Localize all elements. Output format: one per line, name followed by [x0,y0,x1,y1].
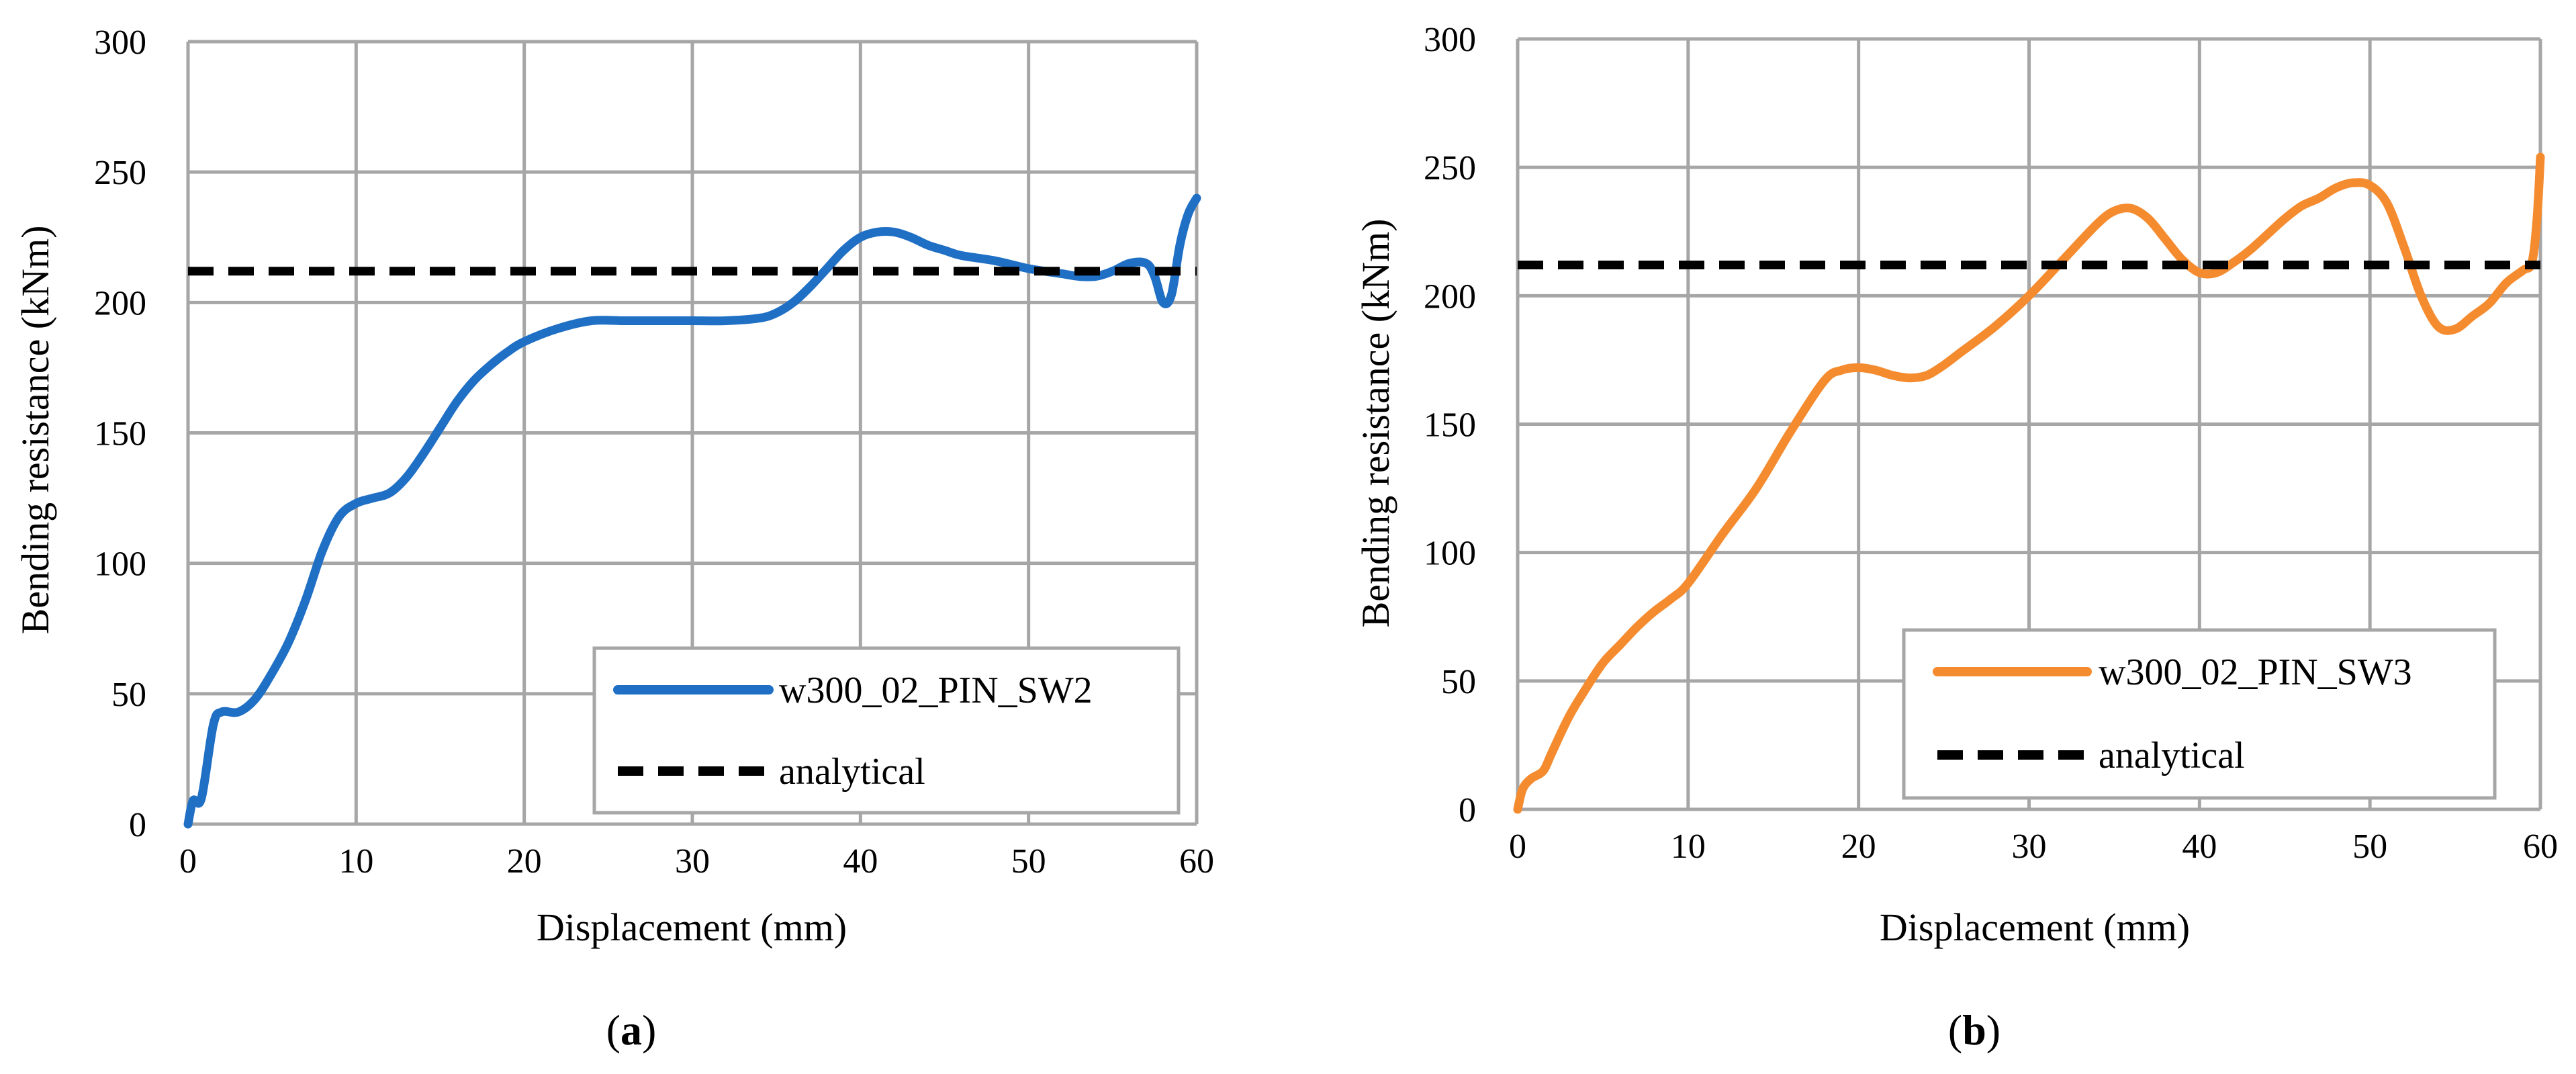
x-ticks-a: 0 10 20 30 40 50 60 [179,842,1214,881]
x-tick-label-b-4: 40 [2182,827,2217,866]
panel-caption-b: (b) [1948,1006,2000,1054]
panel-caption-a: (a) [606,1006,657,1054]
x-tick-label-b-3: 30 [2012,827,2047,866]
series-line-b-0 [1513,152,2545,814]
y-ticks-a: 0 50 100 150 200 250 300 [94,24,146,844]
x-tick-label-b-2: 20 [1841,827,1876,866]
y-ticks-b: 0 50 100 150 200 250 300 [1424,21,1476,830]
panel-caption-a-letter: a [620,1006,642,1054]
x-tick-label-b-0: 0 [1509,827,1526,866]
x-tick-label-a-6: 60 [1179,842,1214,881]
x-tick-label-a-0: 0 [179,842,197,881]
y-tick-label-b-2: 100 [1424,535,1476,573]
y-tick-label-a-6: 300 [94,24,146,62]
y-axis-label-b: Bending resistance (kNm) [1354,219,1397,628]
y-tick-label-b-6: 300 [1424,21,1476,59]
y-axis-label-a: Bending resistance (kNm) [13,226,57,635]
series-group-a [183,193,1201,829]
y-tick-label-a-5: 250 [94,154,146,192]
series-line-a-0 [183,193,1201,829]
y-tick-label-a-1: 50 [111,676,146,714]
panel-a: 0 10 20 30 40 50 60 0 50 100 150 200 250 300 Displac… [13,24,1214,1054]
y-tick-label-b-5: 250 [1424,149,1476,187]
x-ticks-b: 0 10 20 30 40 50 60 [1509,827,2558,866]
legend-box-b [1902,628,2497,800]
y-tick-label-a-2: 100 [94,545,146,584]
legend-label-a-0: w300_02_PIN_SW2 [779,670,1093,711]
x-tick-label-b-5: 50 [2352,827,2387,866]
x-tick-label-b-1: 10 [1671,827,1706,866]
x-tick-label-b-6: 60 [2523,827,2558,866]
y-tick-label-b-1: 50 [1441,663,1476,701]
legend-label-b-0: w300_02_PIN_SW3 [2099,652,2412,693]
y-tick-label-b-0: 0 [1459,791,1476,830]
y-tick-label-a-0: 0 [129,806,146,844]
legend-label-a-1: analytical [779,751,925,793]
x-tick-label-a-3: 30 [675,842,710,881]
x-tick-label-a-5: 50 [1011,842,1046,881]
panel-caption-b-letter: b [1962,1006,1986,1054]
series-group-b [1513,152,2545,814]
y-tick-label-b-3: 150 [1424,406,1476,445]
legend-a: w300_02_PIN_SW2 analytical [592,646,1181,815]
x-tick-label-a-2: 20 [507,842,542,881]
y-tick-label-b-4: 200 [1424,277,1476,316]
x-axis-label-b: Displacement (mm) [1880,905,2190,949]
legend-box-a [592,646,1181,815]
x-tick-label-a-1: 10 [338,842,373,881]
x-axis-label-a: Displacement (mm) [537,905,847,949]
x-tick-label-a-4: 40 [843,842,878,881]
y-tick-label-a-4: 200 [94,284,146,322]
legend-label-b-1: analytical [2099,735,2245,776]
legend-b: w300_02_PIN_SW3 analytical [1902,628,2497,800]
panel-b: 0 10 20 30 40 50 60 0 50 100 150 200 250 300 Displac… [1354,21,2558,1054]
y-tick-label-a-3: 150 [94,415,146,453]
